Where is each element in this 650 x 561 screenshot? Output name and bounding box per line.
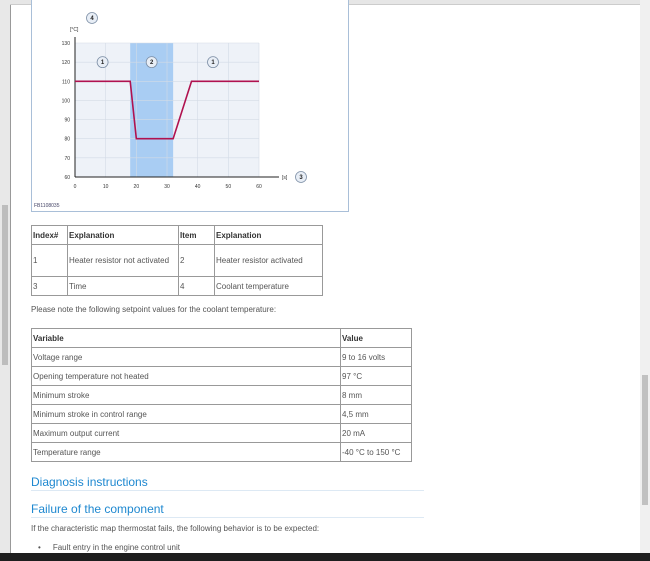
bullet-icon: • bbox=[38, 543, 41, 552]
cell: Voltage range bbox=[31, 347, 341, 367]
x-tick-label: 0 bbox=[74, 184, 77, 190]
cell: Minimum stroke in control range bbox=[31, 404, 341, 424]
x-tick-label: 40 bbox=[195, 184, 201, 190]
temperature-chart: 0 10 20 30 40 50 60 60 70 80 90 100 110 120 130 [s] [°C]… bbox=[62, 12, 307, 190]
cell: 9 to 16 volts bbox=[340, 347, 412, 367]
failure-heading: Failure of the component bbox=[31, 502, 424, 518]
y-tick-label: 70 bbox=[64, 156, 70, 162]
setpoint-table: Variable Value Voltage range 9 to 16 volts… bbox=[31, 328, 412, 462]
table-row: 3 Time 4 Coolant temperature bbox=[31, 276, 323, 296]
callout-heater-off: 1 bbox=[211, 60, 215, 66]
temperature-line bbox=[75, 80, 259, 140]
header-cell: Explanation bbox=[214, 225, 323, 245]
table-row: Temperature range -40 °C to 150 °C bbox=[31, 442, 412, 462]
y-unit-label: [°C] bbox=[70, 27, 79, 33]
x-tick-label: 60 bbox=[256, 184, 262, 190]
callout-heater-on: 2 bbox=[150, 60, 154, 66]
y-tick-label: 90 bbox=[64, 118, 70, 124]
setpoint-note: Please note the following setpoint value… bbox=[31, 305, 277, 314]
right-scrollbar[interactable] bbox=[640, 0, 650, 553]
callout-heater-off-icon bbox=[207, 56, 219, 69]
table-row: Voltage range 9 to 16 volts bbox=[31, 347, 412, 367]
y-tick-label: 130 bbox=[62, 41, 71, 47]
table-header-row: Index# Explanation Item Explanation bbox=[31, 225, 323, 245]
y-tick-label: 60 bbox=[64, 175, 70, 181]
left-scrollbar-thumb[interactable] bbox=[2, 205, 8, 365]
header-cell: Explanation bbox=[67, 225, 179, 245]
right-scrollbar-thumb[interactable] bbox=[642, 375, 648, 505]
left-scrollbar[interactable] bbox=[0, 0, 10, 553]
cell: Heater resistor activated bbox=[214, 244, 323, 277]
y-tick-label: 100 bbox=[62, 98, 71, 104]
cell: Minimum stroke bbox=[31, 385, 341, 405]
callout-time-icon bbox=[295, 171, 307, 183]
callout-heater-off: 1 bbox=[101, 60, 105, 66]
cell: Time bbox=[67, 276, 179, 296]
y-tick-label: 80 bbox=[64, 137, 70, 143]
thermostat-figure: 0 10 20 30 40 50 60 60 70 80 90 100 110 120 130 [s] [°C]… bbox=[31, 0, 349, 212]
figure-id: FB1108035 bbox=[34, 203, 60, 209]
callout-heater-on-icon bbox=[145, 56, 158, 69]
cell: 2 bbox=[178, 244, 215, 277]
table-row: Minimum stroke in control range 4,5 mm bbox=[31, 404, 412, 424]
list-item: • Fault entry in the engine control unit bbox=[38, 543, 180, 552]
x-unit-label: [s] bbox=[282, 175, 288, 181]
header-cell: Item bbox=[178, 225, 215, 245]
cell: Opening temperature not heated bbox=[31, 366, 341, 386]
callout-time: 3 bbox=[299, 175, 303, 181]
cell: 1 bbox=[31, 244, 68, 277]
y-tick-label: 110 bbox=[62, 79, 70, 85]
cell: Heater resistor not activated bbox=[67, 244, 179, 277]
table-header-row: Variable Value bbox=[31, 328, 412, 348]
cell: -40 °C to 150 °C bbox=[340, 442, 412, 462]
header-cell: Variable bbox=[31, 328, 341, 348]
cell: 20 mA bbox=[340, 423, 412, 443]
cell: 4,5 mm bbox=[340, 404, 412, 424]
x-tick-label: 30 bbox=[164, 184, 170, 190]
table-row: Minimum stroke 8 mm bbox=[31, 385, 412, 405]
cell: Coolant temperature bbox=[214, 276, 323, 296]
cell: 8 mm bbox=[340, 385, 412, 405]
cell: 3 bbox=[31, 276, 68, 296]
x-tick-label: 10 bbox=[103, 184, 109, 190]
header-cell: Value bbox=[340, 328, 412, 348]
failure-text: If the characteristic map thermostat fai… bbox=[31, 524, 320, 533]
callout-coolant-temperature: 4 bbox=[90, 16, 94, 22]
taskbar bbox=[0, 553, 650, 561]
table-row: Maximum output current 20 mA bbox=[31, 423, 412, 443]
legend-table: Index# Explanation Item Explanation 1 Heater… bbox=[31, 225, 323, 296]
x-tick-label: 20 bbox=[134, 184, 140, 190]
diagnosis-heading: Diagnosis instructions bbox=[31, 475, 424, 491]
table-row: 1 Heater resistor not activated 2 Heater re… bbox=[31, 244, 323, 277]
table-row: Opening temperature not heated 97 °C bbox=[31, 366, 412, 386]
cell: 97 °C bbox=[340, 366, 412, 386]
list-item-text: Fault entry in the engine control unit bbox=[52, 543, 180, 552]
callout-heater-off-icon bbox=[96, 56, 109, 69]
y-tick-label: 120 bbox=[62, 60, 71, 66]
header-cell: Index# bbox=[31, 225, 68, 245]
cell: Maximum output current bbox=[31, 423, 341, 443]
callout-coolant-temperature-icon bbox=[86, 12, 98, 24]
cell: 4 bbox=[178, 276, 215, 296]
cell: Temperature range bbox=[31, 442, 341, 462]
x-tick-label: 50 bbox=[226, 184, 232, 190]
